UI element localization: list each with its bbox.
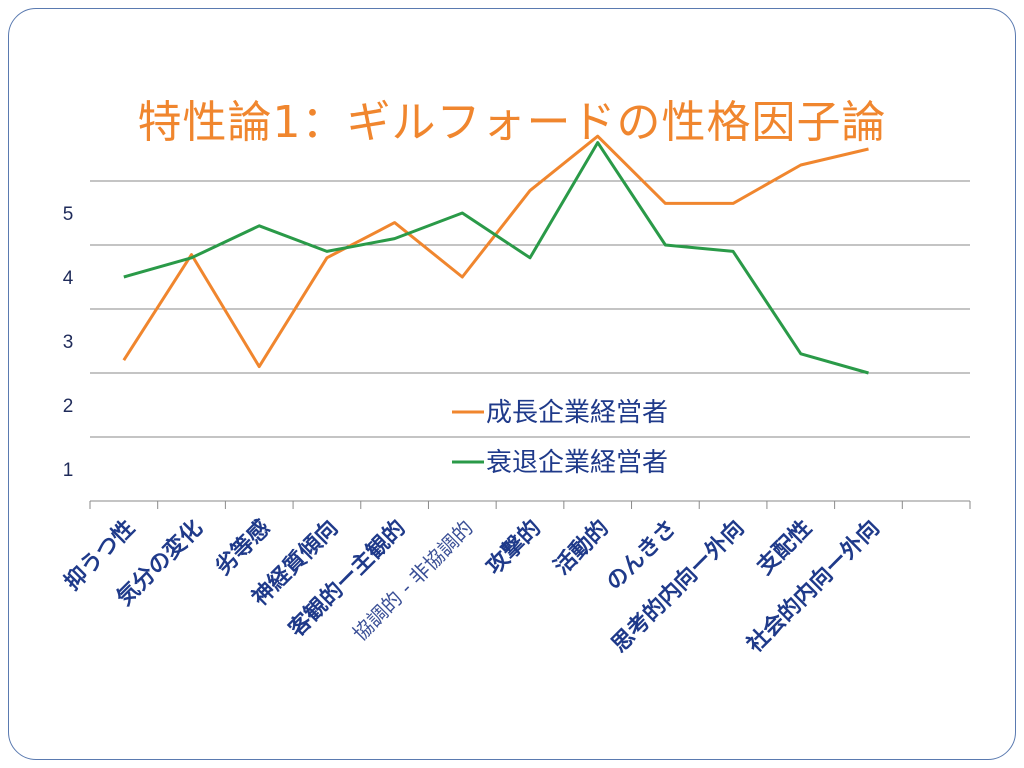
y-tick-label: 5	[63, 204, 74, 225]
slide-title: 特性論1：ギルフォードの性格因子論	[137, 97, 887, 148]
y-tick-label: 3	[63, 332, 74, 353]
series-line-1	[122, 134, 869, 369]
x-category-label: 協調的 - 非協調的	[348, 516, 478, 646]
slide-frame	[8, 8, 1016, 760]
x-category-label: 支配性	[753, 516, 817, 580]
series-line-2	[123, 141, 869, 375]
legend-label-1: 成長企業経営者	[486, 398, 668, 428]
x-category-label: 攻撃的	[481, 515, 546, 580]
x-category-label: 客観的ー主観的	[284, 515, 411, 642]
x-category-label: 活動的	[549, 515, 614, 580]
y-tick-label: 1	[63, 460, 74, 481]
y-tick-label: 4	[63, 268, 74, 289]
y-tick-label: 2	[63, 396, 74, 417]
x-category-label: 劣等感	[210, 515, 275, 580]
legend-label-2: 衰退企業経営者	[486, 448, 668, 478]
